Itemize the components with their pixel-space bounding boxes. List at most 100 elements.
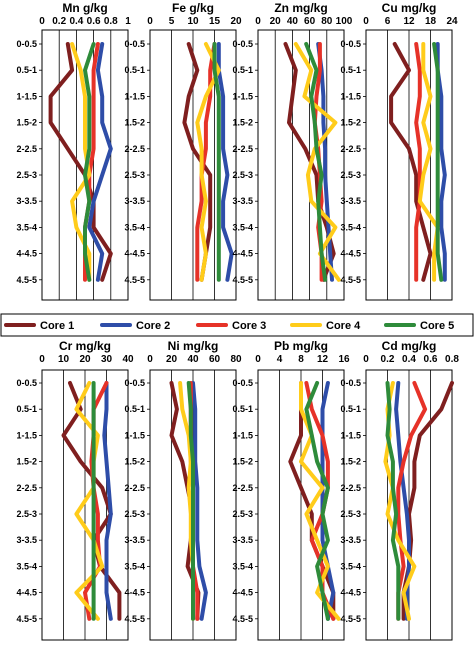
tick-label: 0	[363, 16, 369, 27]
series-line-core-1	[48, 42, 113, 282]
tick-label: 0.8	[104, 16, 118, 27]
depth-label: 3-3.5	[232, 196, 253, 206]
series-line-core-2	[87, 42, 113, 282]
panel-2: 0 20 40 60 80 100 Zn mg/kg 0-0.5 0.5-1 1-1.5 1.5-2…	[232, 1, 353, 301]
depth-label: 4.5-5	[124, 275, 145, 285]
depth-label: 1.5-2	[16, 118, 37, 128]
depth-label: 2.5-3	[16, 509, 37, 519]
tick-label: 16	[338, 354, 350, 365]
tick-label: 0	[363, 354, 369, 365]
series-line-core-2	[102, 381, 113, 621]
tick-label: 60	[209, 354, 221, 365]
depth-label: 1.5-2	[340, 118, 361, 128]
depth-label: 3-3.5	[16, 196, 37, 206]
depth-label: 1.5-2	[124, 457, 145, 467]
depth-label: 2.5-3	[340, 509, 361, 519]
tick-label: 40	[187, 354, 199, 365]
tick-label: 10	[187, 16, 199, 27]
depth-label: 2-2.5	[124, 483, 145, 493]
legend-label: Core 5	[420, 320, 454, 332]
depth-label: 0-0.5	[340, 378, 361, 388]
tick-label: 20	[270, 16, 282, 27]
depth-label: 0-0.5	[124, 39, 145, 49]
series-line-core-5	[432, 42, 444, 282]
depth-label: 4-4.5	[340, 249, 361, 259]
depth-label: 3.5-4	[232, 222, 253, 232]
series-line-core-5	[304, 381, 330, 621]
series-line-core-2	[216, 42, 234, 282]
series-line-core-3	[396, 381, 428, 621]
tick-label: 18	[425, 16, 437, 27]
series-line-core-4	[293, 42, 341, 282]
tick-label: 12	[403, 16, 415, 27]
depth-label: 1.5-2	[232, 457, 253, 467]
panel-title: Zn mg/kg	[274, 1, 327, 15]
depth-label: 0.5-1	[124, 65, 145, 75]
depth-label: 4.5-5	[340, 614, 361, 624]
tick-label: 0.6	[87, 16, 101, 27]
tick-label: 0	[255, 16, 261, 27]
depth-label: 0.5-1	[340, 404, 361, 414]
depth-label: 1-1.5	[124, 91, 145, 101]
tick-label: 0	[255, 354, 261, 365]
tick-label: 12	[317, 354, 329, 365]
depth-label: 4.5-5	[232, 614, 253, 624]
depth-label: 1-1.5	[124, 430, 145, 440]
depth-label: 2-2.5	[340, 483, 361, 493]
depth-label: 3-3.5	[340, 535, 361, 545]
tick-label: 0.4	[69, 16, 83, 27]
series-line-core-1	[61, 381, 122, 621]
depth-label: 3.5-4	[16, 222, 37, 232]
depth-label: 4.5-5	[16, 275, 37, 285]
panel-5: 0 20 40 60 80 Ni mg/kg 0-0.5 0.5-1 1-1.5 1.5-2 2-2…	[124, 339, 242, 641]
panel-4: 0 10 20 30 40 Cr mg/kg 0-0.5 0.5-1 1-1.5 1.5-2 2-2…	[16, 339, 134, 641]
tick-label: 0.8	[445, 354, 459, 365]
tick-label: 40	[287, 16, 299, 27]
depth-label: 0.5-1	[232, 404, 253, 414]
depth-label: 2-2.5	[16, 483, 37, 493]
series-line-core-2	[320, 381, 336, 621]
depth-label: 1.5-2	[232, 118, 253, 128]
depth-label: 0-0.5	[232, 378, 253, 388]
legend-frame	[0, 313, 474, 337]
tick-label: 0	[39, 354, 45, 365]
tick-label: 0.4	[402, 354, 416, 365]
depth-label: 2.5-3	[232, 509, 253, 519]
depth-label: 4.5-5	[232, 275, 253, 285]
tick-label: 5	[169, 16, 175, 27]
legend-label: Core 1	[40, 320, 74, 332]
tick-label: 60	[304, 16, 316, 27]
tick-label: 10	[58, 354, 70, 365]
depth-label: 2-2.5	[124, 144, 145, 154]
series-line-core-5	[83, 42, 96, 282]
series-line-core-1	[288, 381, 336, 621]
depth-label: 3-3.5	[16, 535, 37, 545]
depth-label: 1.5-2	[124, 118, 145, 128]
depth-label: 0-0.5	[232, 39, 253, 49]
legend-label: Core 2	[136, 320, 170, 332]
panel-title: Pb mg/kg	[274, 339, 328, 353]
depth-label: 0-0.5	[16, 378, 37, 388]
panel-title: Cd mg/kg	[382, 339, 437, 353]
depth-label: 3.5-4	[124, 222, 145, 232]
panel-6: 0 4 8 12 16 Pb mg/kg 0-0.5 0.5-1 1-1.5 1.5-2 2-2.5…	[232, 339, 350, 641]
panel-title: Fe g/kg	[172, 1, 214, 15]
depth-label: 2-2.5	[232, 483, 253, 493]
panel-title: Ni mg/kg	[168, 339, 219, 353]
depth-label: 2-2.5	[232, 144, 253, 154]
depth-label: 4-4.5	[16, 249, 37, 259]
depth-label: 3.5-4	[340, 561, 361, 571]
depth-label: 4.5-5	[16, 614, 37, 624]
tick-label: 8	[298, 354, 304, 365]
tick-label: 4	[277, 354, 283, 365]
panel-0: 0 0.2 0.4 0.6 0.8 1 Mn g/kg 0-0.5 0.5-1 1-1.5 1.5-…	[16, 1, 131, 301]
depth-label: 2-2.5	[340, 144, 361, 154]
tick-label: 0	[147, 16, 153, 27]
depth-label: 2.5-3	[124, 170, 145, 180]
series-line-core-1	[389, 42, 433, 282]
depth-label: 4-4.5	[232, 249, 253, 259]
tick-label: 6	[385, 16, 391, 27]
depth-label: 2.5-3	[16, 170, 37, 180]
tick-label: 30	[101, 354, 113, 365]
tick-label: 24	[446, 16, 458, 27]
